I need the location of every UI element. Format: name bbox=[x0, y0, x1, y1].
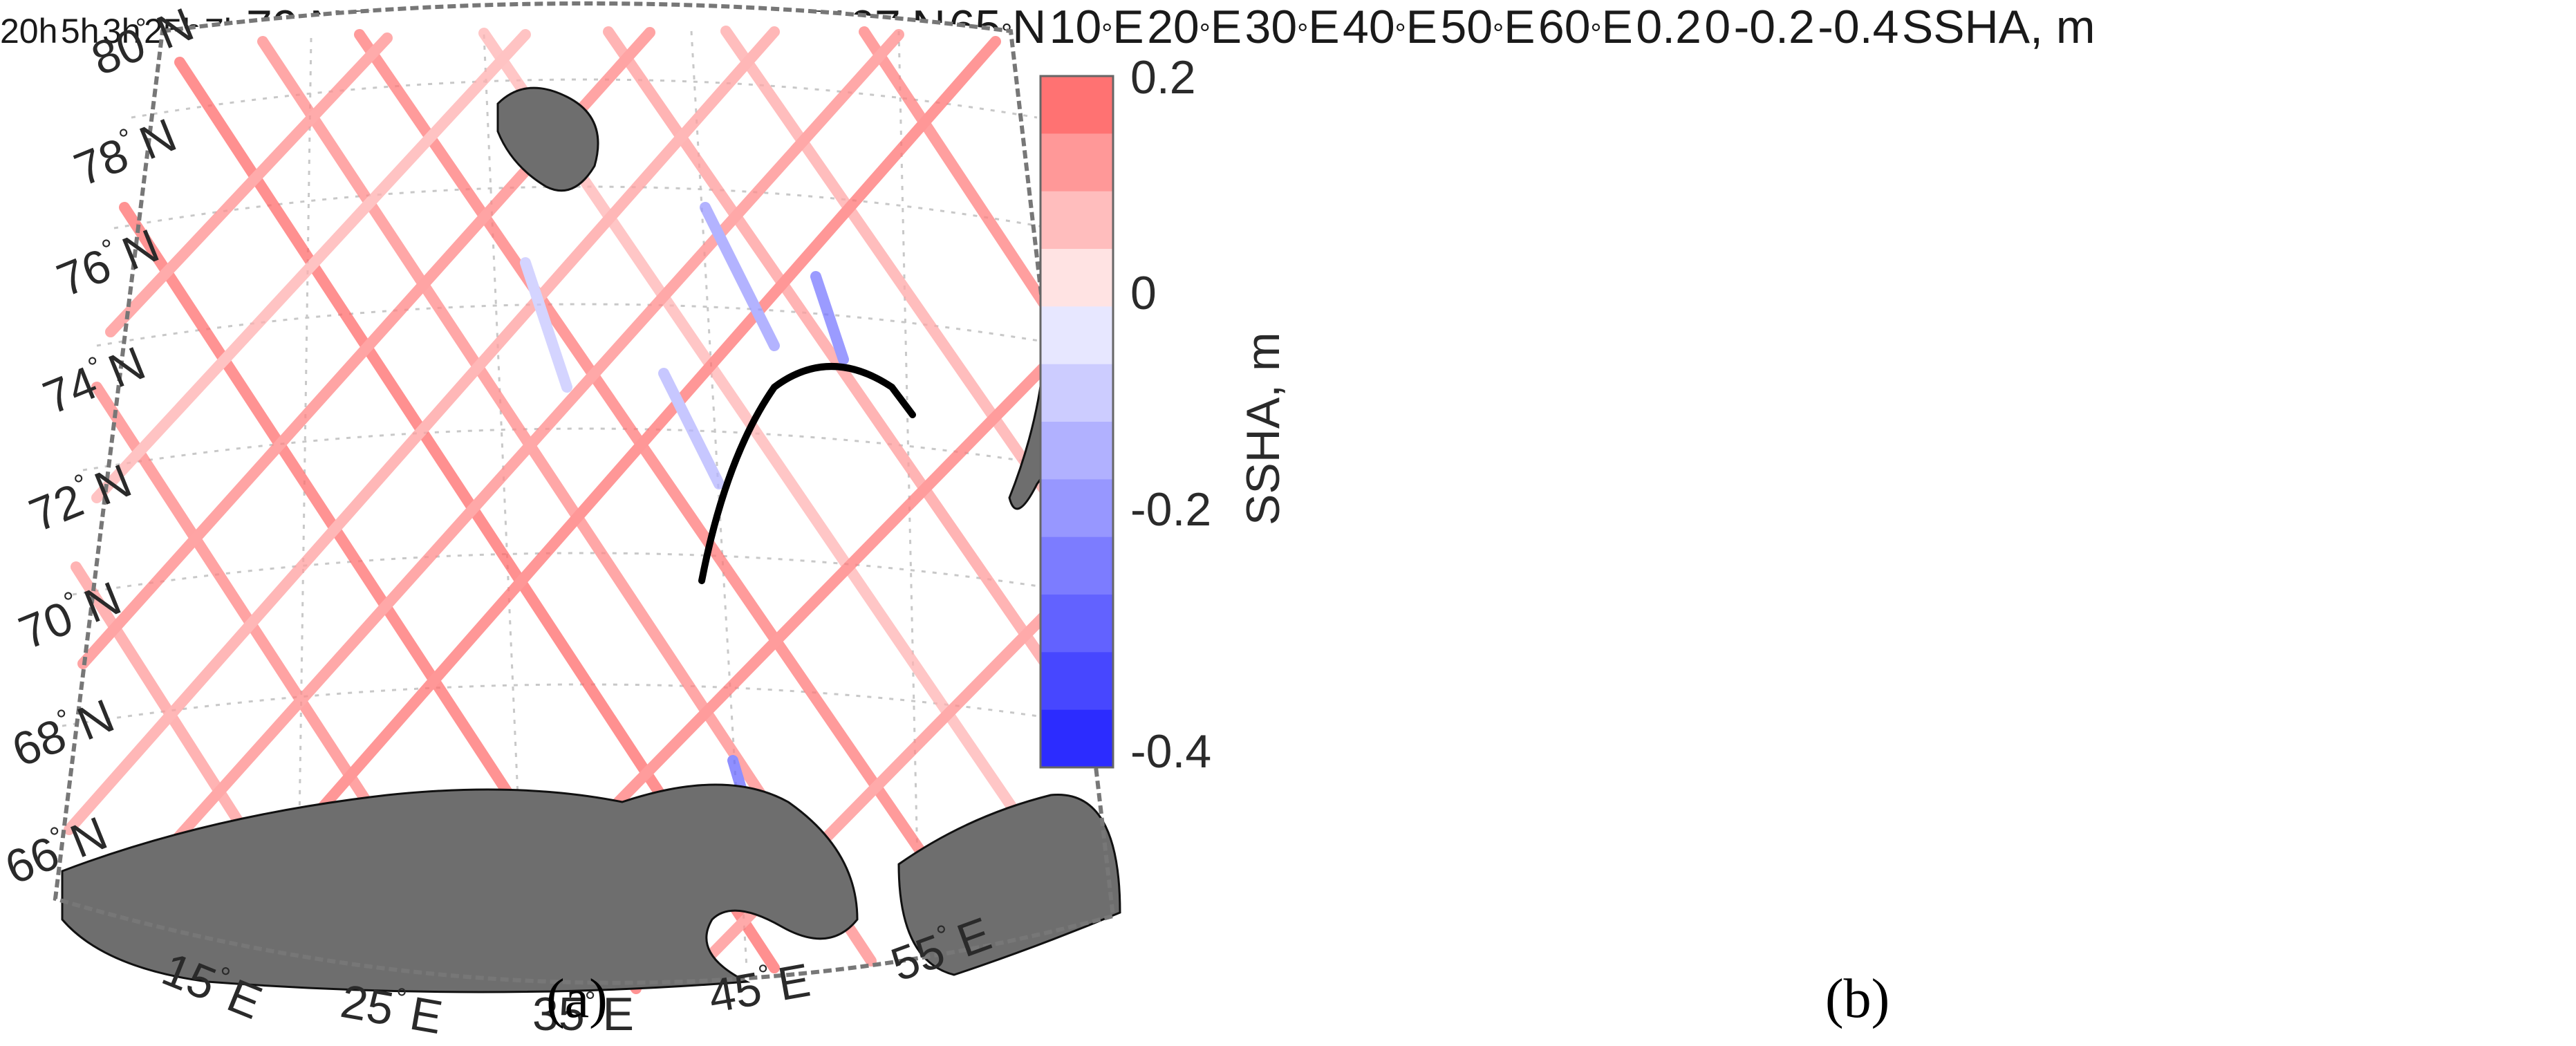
map-a-frame bbox=[53, 1, 1116, 985]
colorbar-swatch bbox=[1040, 652, 1113, 711]
colorbar-b: 0.2 0 -0.2 -0.4 SSHA, m bbox=[1636, 1, 2095, 53]
caption-a: (a) bbox=[546, 969, 608, 1029]
lon-label: 35° E bbox=[532, 987, 634, 1040]
colorbar-swatch bbox=[1040, 595, 1113, 653]
colorbar-b-tick: -0.4 bbox=[1818, 1, 1899, 53]
russia-east-a bbox=[897, 793, 1121, 976]
colorbar-b-label: SSHA, m bbox=[1901, 1, 2096, 53]
colorbar-a-tick: -0.4 bbox=[1130, 725, 1211, 778]
colorbar-swatch bbox=[1040, 364, 1113, 422]
panel-a: 80°N 78°N 76°N 74°N 72°N 70°N 68°N 66°N … bbox=[0, 0, 1289, 1044]
colorbar-swatch bbox=[1040, 306, 1113, 365]
lon-label: 60°E bbox=[1538, 1, 1633, 53]
colorbar-a-label: SSHA, m bbox=[1237, 332, 1289, 525]
colorbar-a-tick: -0.2 bbox=[1130, 483, 1211, 536]
lon-label: 10°E bbox=[1049, 1, 1144, 53]
colorbar-b-tick: -0.2 bbox=[1733, 1, 1815, 53]
colorbar-b-tick: 0 bbox=[1704, 1, 1731, 53]
lat-label: 68°N bbox=[4, 688, 121, 777]
colorbar-a: 0.2 0 -0.2 -0.4 SSHA, m bbox=[1039, 51, 1289, 778]
lon-label: 25°E bbox=[337, 973, 446, 1044]
map-a-transect bbox=[698, 363, 916, 584]
colorbar-swatch bbox=[1040, 422, 1113, 480]
hour-label: 5h bbox=[60, 12, 100, 50]
colorbar-swatch bbox=[1040, 709, 1113, 768]
colorbar-swatch bbox=[1040, 191, 1113, 250]
hour-label: 20h bbox=[0, 12, 58, 50]
lon-label: 20°E bbox=[1147, 1, 1242, 53]
lon-label: 30°E bbox=[1244, 1, 1340, 53]
map-a: 80°N 78°N 76°N 74°N 72°N 70°N 68°N 66°N … bbox=[0, 0, 1121, 1044]
svalbard-a bbox=[496, 86, 599, 192]
scandinavia-kola-a bbox=[61, 783, 859, 993]
colorbar-a-tick: 0.2 bbox=[1130, 51, 1196, 104]
colorbar-swatch bbox=[1040, 536, 1113, 595]
caption-b: (b) bbox=[1825, 969, 1890, 1029]
lon-label: 40°E bbox=[1343, 1, 1437, 53]
map-b-lon-labels: 10°E 20°E 30°E 40°E 50°E 60°E bbox=[1049, 1, 1636, 53]
colorbar-swatch bbox=[1040, 133, 1113, 192]
lon-label: 50°E bbox=[1440, 1, 1536, 53]
colorbar-b-tick: 0.2 bbox=[1636, 1, 1701, 53]
colorbar-a-tick: 0 bbox=[1130, 267, 1157, 319]
colorbar-a-swatches bbox=[1040, 76, 1113, 768]
hour-label: 3h bbox=[102, 12, 141, 50]
colorbar-swatch bbox=[1040, 479, 1113, 538]
colorbar-swatch bbox=[1040, 249, 1113, 307]
colorbar-swatch bbox=[1040, 76, 1113, 134]
map-a-land bbox=[61, 86, 1121, 993]
